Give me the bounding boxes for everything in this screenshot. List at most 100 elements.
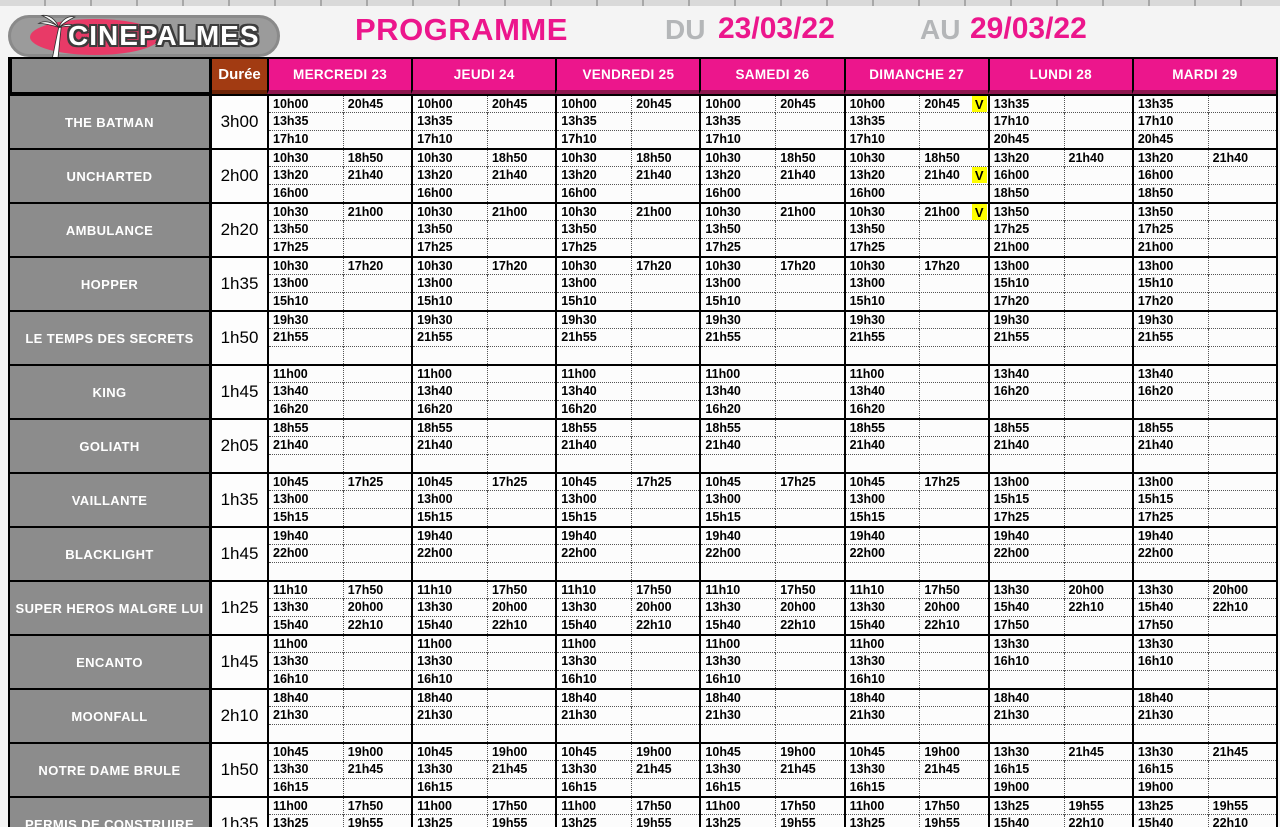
showtime — [1063, 690, 1132, 708]
movie-row: PERMIS DE CONSTRUIRE 1h35 11h00 17h50 13h25 1… — [10, 796, 1276, 827]
showtime: 17h20 — [342, 258, 412, 276]
showtime-grid: 13h00 15h10 17h20 — [989, 258, 1132, 310]
showtime: 18h55 — [1133, 420, 1208, 438]
showtime: 10h30 — [701, 258, 776, 276]
v-marker: V — [971, 167, 987, 184]
schedule-cell-day-6: 13h30 21h45 16h15 19h00 — [1131, 744, 1276, 796]
showtime — [846, 347, 920, 364]
schedule-cell-day-1: 10h00 20h45 13h35 17h10 — [411, 96, 556, 148]
showtime: 16h15 — [561, 780, 597, 795]
showtime — [701, 455, 775, 472]
showtime — [1207, 670, 1276, 688]
day-header-0: MERCREDI 23 — [267, 57, 412, 94]
showtime: 10h30 — [701, 150, 776, 168]
showtime-grid: 10h30 18h50 13h20 21h40 16h00 — [269, 150, 412, 202]
showtime: 11h10 — [413, 582, 487, 600]
schedule-cell-day-1: 18h40 21h30 — [411, 690, 556, 742]
showtime: 11h10 — [557, 582, 632, 600]
showtime — [775, 491, 844, 509]
showtime: 17h20 — [993, 294, 1030, 309]
showtime: 16h15 — [273, 780, 309, 795]
showtime: 10h00 — [557, 96, 632, 114]
showtime: 13h00 — [557, 275, 632, 293]
schedule-cell-day-0: 11h00 13h30 16h10 — [267, 636, 412, 688]
showtime: 11h00 — [413, 636, 487, 654]
showtime — [1207, 130, 1276, 148]
showtime — [557, 725, 631, 742]
v-marker: V — [971, 204, 987, 221]
showtime — [486, 707, 556, 725]
showtime-grid: 19h40 22h00 — [845, 528, 988, 580]
showtime — [486, 778, 555, 796]
showtime: 13h30 — [989, 582, 1064, 600]
movie-row: LE TEMPS DES SECRETS 1h50 19h30 21h55 19h30 2… — [10, 310, 1276, 364]
showtime: 13h35 — [413, 113, 487, 131]
showtime — [269, 725, 343, 742]
schedule-cell-day-2: 10h30 21h00 13h50 17h25 — [555, 204, 700, 256]
showtime — [631, 670, 699, 688]
showtime-grid: 11h00 13h40 16h20 — [845, 366, 988, 418]
showtime: 21h40 — [1133, 437, 1208, 455]
showtime: 13h00 — [701, 275, 776, 293]
showtime — [775, 636, 844, 654]
showtime — [269, 563, 343, 580]
showtime: 21h45 — [631, 761, 700, 779]
showtime-grid: 13h00 15h15 17h25 — [989, 474, 1132, 526]
showtime: 11h00 — [701, 798, 776, 816]
showtime — [631, 491, 700, 509]
showtime: 21h00 — [993, 240, 1030, 255]
showtime: 17h25 — [273, 240, 309, 255]
schedule-cell-day-5: 18h55 21h40 — [987, 420, 1132, 472]
showtime — [1063, 653, 1132, 671]
showtime-grid: 19h40 22h00 — [413, 528, 556, 580]
showtime: 13h00 — [413, 275, 487, 293]
schedule-cell-day-0: 10h30 18h50 13h20 21h40 16h00 — [267, 150, 412, 202]
showtime-grid: 13h50 17h25 21h00 — [989, 204, 1132, 256]
showtime — [1207, 204, 1276, 222]
showtime — [1063, 636, 1132, 654]
showtime — [486, 545, 556, 563]
showtime — [1063, 184, 1132, 202]
duration-header: Durée — [212, 57, 267, 94]
table-body: THE BATMAN 3h00 10h00 20h45 13h35 17h10 10h00 2… — [10, 94, 1276, 827]
showtime: 21h40 — [701, 437, 776, 455]
showtime: 10h45 — [701, 474, 776, 492]
date-to-value: 29/03/22 — [970, 12, 1087, 45]
showtime: 17h50 — [993, 618, 1030, 633]
showtime — [1063, 761, 1132, 779]
showtime — [631, 545, 700, 563]
showtime-grid: 19h30 21h55 — [989, 312, 1132, 364]
showtime-grid: 11h00 13h40 16h20 — [701, 366, 844, 418]
showtime — [486, 366, 556, 384]
showtime-grid: 11h10 17h50 13h30 20h00 15h40 22h10 — [845, 582, 988, 634]
showtime — [1063, 707, 1132, 725]
showtime — [631, 562, 699, 580]
showtime: 10h45 — [269, 474, 343, 492]
showtime — [919, 420, 988, 438]
showtime — [1134, 671, 1208, 688]
showtime — [486, 184, 555, 202]
showtime: 18h55 — [269, 420, 343, 438]
schedule-cell-day-3: 10h30 21h00 13h50 17h25 — [699, 204, 844, 256]
showtime — [919, 113, 988, 131]
showtime-grid: 18h40 21h30 — [557, 690, 700, 742]
showtime: 21h45 — [919, 761, 988, 779]
showtime: 10h30 — [557, 204, 632, 222]
showtime — [1063, 562, 1132, 580]
movie-title: MOONFALL — [10, 690, 212, 742]
showtime — [775, 366, 844, 384]
movie-title: LE TEMPS DES SECRETS — [10, 312, 212, 364]
schedule-cell-day-4: 11h10 17h50 13h30 20h00 15h40 22h10 — [843, 582, 988, 634]
showtime — [1207, 346, 1276, 364]
showtime: 21h30 — [557, 707, 632, 725]
movie-row: VAILLANTE 1h35 10h45 17h25 13h00 15h15 10h45 17… — [10, 472, 1276, 526]
showtime-grid: 10h30 21h00 13h50 17h25 — [845, 204, 988, 256]
showtime — [342, 420, 412, 438]
showtime-grid: 11h00 13h40 16h20 — [557, 366, 700, 418]
showtime: 20h45 — [631, 96, 700, 114]
showtime: 11h00 — [845, 366, 920, 384]
showtime: 21h30 — [1133, 707, 1208, 725]
showtime: 10h30 — [701, 204, 776, 222]
movie-duration: 1h35 — [212, 258, 267, 310]
day-header-2: VENDREDI 25 — [555, 57, 700, 94]
